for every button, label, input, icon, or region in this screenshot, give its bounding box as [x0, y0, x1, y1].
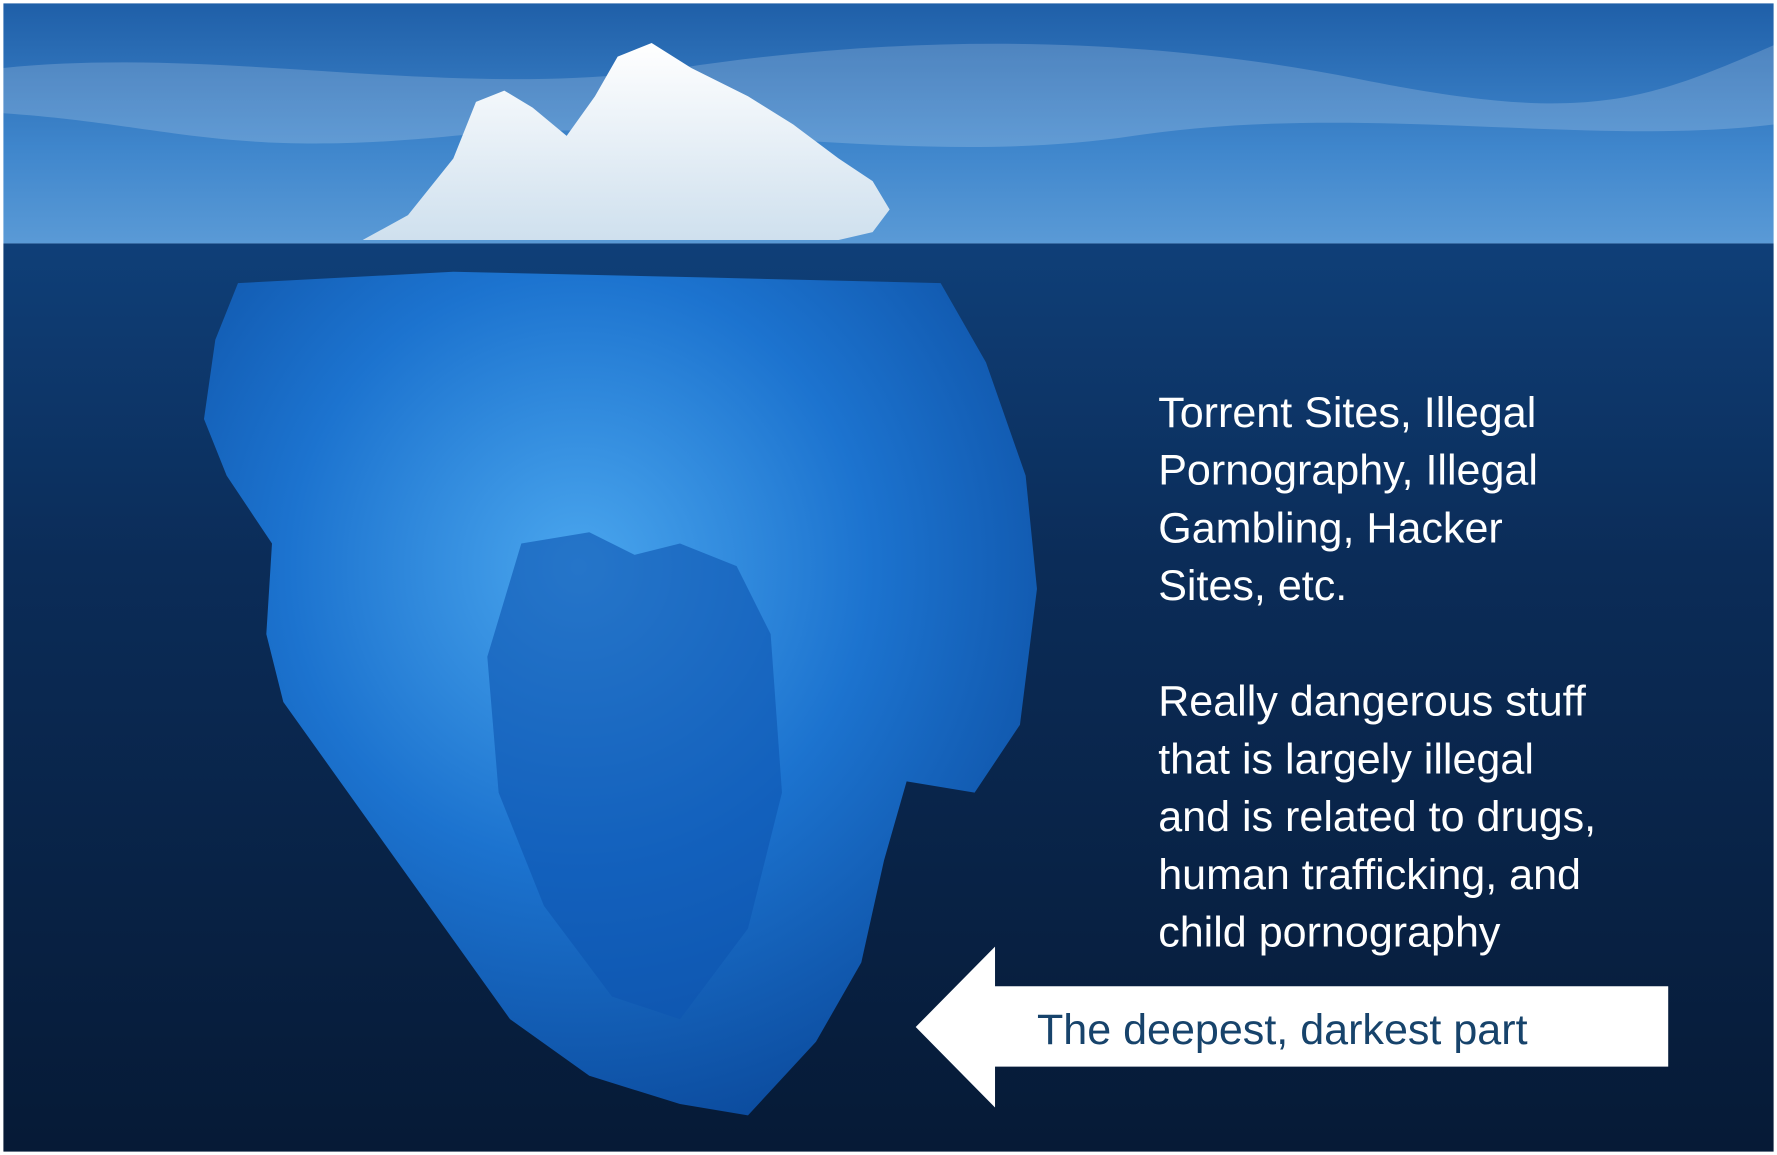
text-line: and is related to drugs, — [1158, 793, 1596, 841]
text-line: Really dangerous stuff — [1158, 678, 1587, 726]
text-line: Gambling, Hacker — [1158, 504, 1503, 552]
description: Torrent Sites, Illegal Pornography, Illeg… — [1158, 389, 1596, 957]
text-line: Pornography, Illegal — [1158, 447, 1538, 495]
callout-arrow — [915, 946, 1669, 1108]
iceberg-shadow — [487, 532, 782, 1020]
clouds — [3, 43, 1774, 148]
sky — [3, 3, 1774, 244]
text-line: child pornography — [1158, 909, 1501, 957]
text-line: Torrent Sites, Illegal — [1158, 389, 1536, 437]
text-line: that is largely illegal — [1158, 735, 1534, 783]
iceberg-tip — [362, 43, 890, 241]
text-line: human trafficking, and — [1158, 851, 1581, 899]
text-line: Sites, etc. — [1158, 562, 1347, 610]
callout-text: The deepest, darkest part — [1037, 1006, 1528, 1054]
